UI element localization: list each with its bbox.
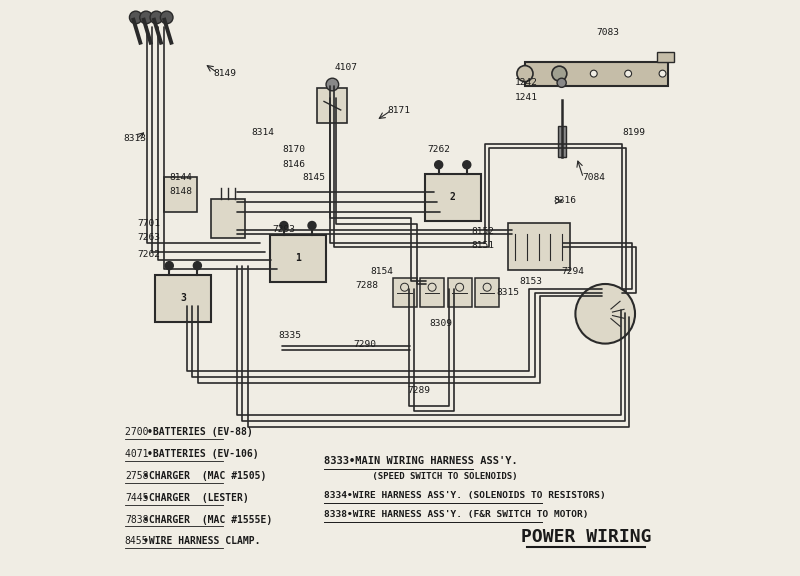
Text: •CHARGER  (MAC #1505): •CHARGER (MAC #1505)	[142, 471, 266, 481]
Circle shape	[434, 161, 442, 169]
Polygon shape	[425, 174, 481, 221]
Text: 4071: 4071	[125, 449, 154, 459]
Circle shape	[517, 66, 533, 82]
Text: 1241: 1241	[514, 93, 538, 102]
Text: 7445: 7445	[125, 493, 148, 503]
Text: 8154: 8154	[370, 267, 393, 276]
Circle shape	[557, 78, 566, 88]
Circle shape	[140, 11, 152, 24]
Text: 8334•WIRE HARNESS ASS'Y. (SOLENOIDS TO RESISTORS): 8334•WIRE HARNESS ASS'Y. (SOLENOIDS TO R…	[324, 491, 606, 500]
Text: 7294: 7294	[562, 267, 585, 276]
Bar	[558, 126, 566, 157]
Text: 7701: 7701	[138, 219, 161, 228]
Circle shape	[150, 11, 162, 24]
Text: 8149: 8149	[214, 69, 237, 78]
Circle shape	[462, 161, 470, 169]
Text: 8338•WIRE HARNESS ASS'Y. (F&R SWITCH TO MOTOR): 8338•WIRE HARNESS ASS'Y. (F&R SWITCH TO …	[324, 510, 589, 519]
Circle shape	[160, 11, 173, 24]
Circle shape	[166, 262, 174, 270]
Text: 8315: 8315	[496, 288, 519, 297]
Circle shape	[552, 66, 567, 81]
Text: 2758: 2758	[125, 471, 148, 481]
Text: 8309: 8309	[430, 319, 453, 328]
Text: 8148: 8148	[170, 187, 193, 196]
Text: 8171: 8171	[387, 106, 410, 115]
Circle shape	[308, 222, 316, 229]
Text: 8314: 8314	[251, 127, 274, 137]
Text: 7293: 7293	[273, 225, 296, 234]
Circle shape	[326, 78, 338, 91]
Text: 8316: 8316	[554, 196, 577, 206]
Text: 7289: 7289	[407, 385, 430, 395]
Text: 7288: 7288	[355, 281, 378, 290]
Text: 8199: 8199	[622, 127, 646, 137]
Text: 8170: 8170	[282, 145, 306, 154]
Text: 2: 2	[450, 192, 456, 202]
Text: 8145: 8145	[302, 173, 326, 183]
Text: 7838: 7838	[125, 514, 148, 525]
Text: 7263: 7263	[138, 233, 161, 242]
Polygon shape	[393, 278, 417, 308]
Text: •CHARGER  (MAC #1555E): •CHARGER (MAC #1555E)	[142, 514, 272, 525]
Text: •WIRE HARNESS CLAMP.: •WIRE HARNESS CLAMP.	[142, 536, 260, 547]
Polygon shape	[318, 88, 347, 123]
Polygon shape	[420, 278, 444, 308]
Text: •BATTERIES (EV-88): •BATTERIES (EV-88)	[146, 427, 252, 437]
Polygon shape	[508, 223, 570, 270]
Text: 8152: 8152	[472, 228, 494, 236]
Text: 7290: 7290	[353, 340, 376, 348]
Polygon shape	[657, 52, 674, 62]
Text: 8151: 8151	[472, 241, 494, 249]
Circle shape	[590, 70, 597, 77]
Text: 8335: 8335	[278, 331, 302, 339]
Text: 8144: 8144	[170, 173, 193, 183]
Text: 8455: 8455	[125, 536, 148, 547]
Text: 2700: 2700	[125, 427, 154, 437]
Text: 7262: 7262	[138, 250, 161, 259]
Circle shape	[130, 11, 142, 24]
Text: 8313: 8313	[124, 134, 146, 143]
Circle shape	[625, 70, 631, 77]
Text: (SPEED SWITCH TO SOLENOIDS): (SPEED SWITCH TO SOLENOIDS)	[324, 472, 518, 480]
Polygon shape	[270, 234, 326, 282]
Text: 7083: 7083	[597, 28, 620, 37]
Polygon shape	[525, 62, 668, 86]
Text: •BATTERIES (EV-106): •BATTERIES (EV-106)	[146, 449, 258, 459]
Text: 1: 1	[295, 253, 301, 263]
Text: 7084: 7084	[582, 173, 606, 183]
Circle shape	[575, 284, 635, 344]
Text: 3: 3	[180, 293, 186, 304]
Text: 4107: 4107	[334, 63, 357, 72]
Circle shape	[280, 222, 288, 229]
Text: 1242: 1242	[514, 78, 538, 88]
Circle shape	[659, 70, 666, 77]
Polygon shape	[164, 177, 197, 213]
Text: 8333•MAIN WIRING HARNESS ASS'Y.: 8333•MAIN WIRING HARNESS ASS'Y.	[324, 456, 518, 466]
Text: 8146: 8146	[282, 160, 306, 169]
Polygon shape	[155, 275, 211, 322]
Polygon shape	[475, 278, 499, 308]
Circle shape	[194, 262, 202, 270]
Text: 8153: 8153	[519, 276, 542, 286]
Text: 7262: 7262	[427, 145, 450, 154]
Polygon shape	[447, 278, 472, 308]
Polygon shape	[211, 199, 245, 237]
Text: •CHARGER  (LESTER): •CHARGER (LESTER)	[142, 493, 249, 503]
Text: POWER WIRING: POWER WIRING	[521, 528, 651, 547]
